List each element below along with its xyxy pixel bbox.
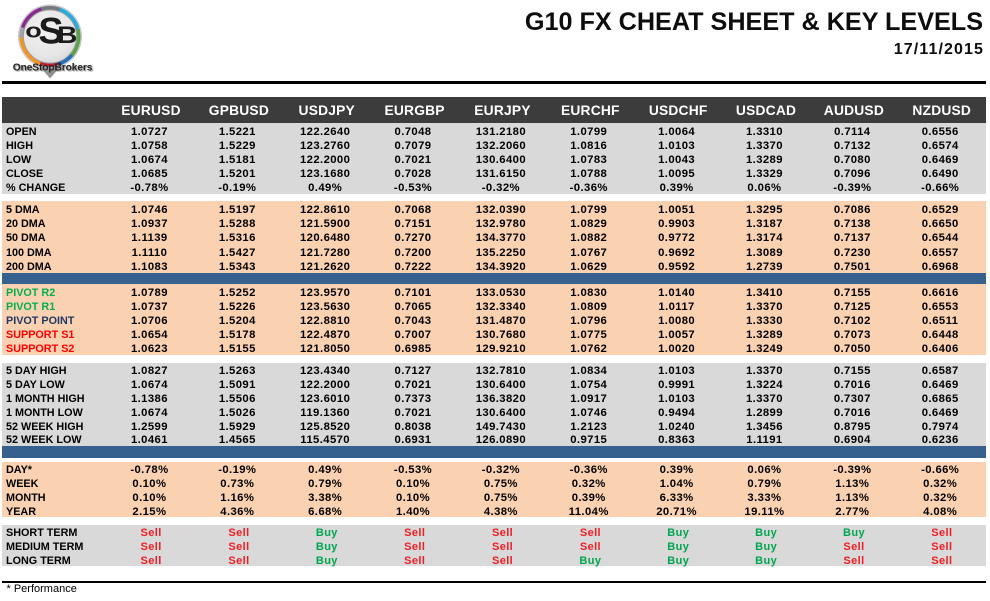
svg-text:o: o (25, 20, 42, 43)
svg-text:B: B (57, 23, 77, 49)
svg-text:OneStopBrokers: OneStopBrokers (13, 63, 93, 74)
svg-text:S: S (38, 11, 63, 52)
